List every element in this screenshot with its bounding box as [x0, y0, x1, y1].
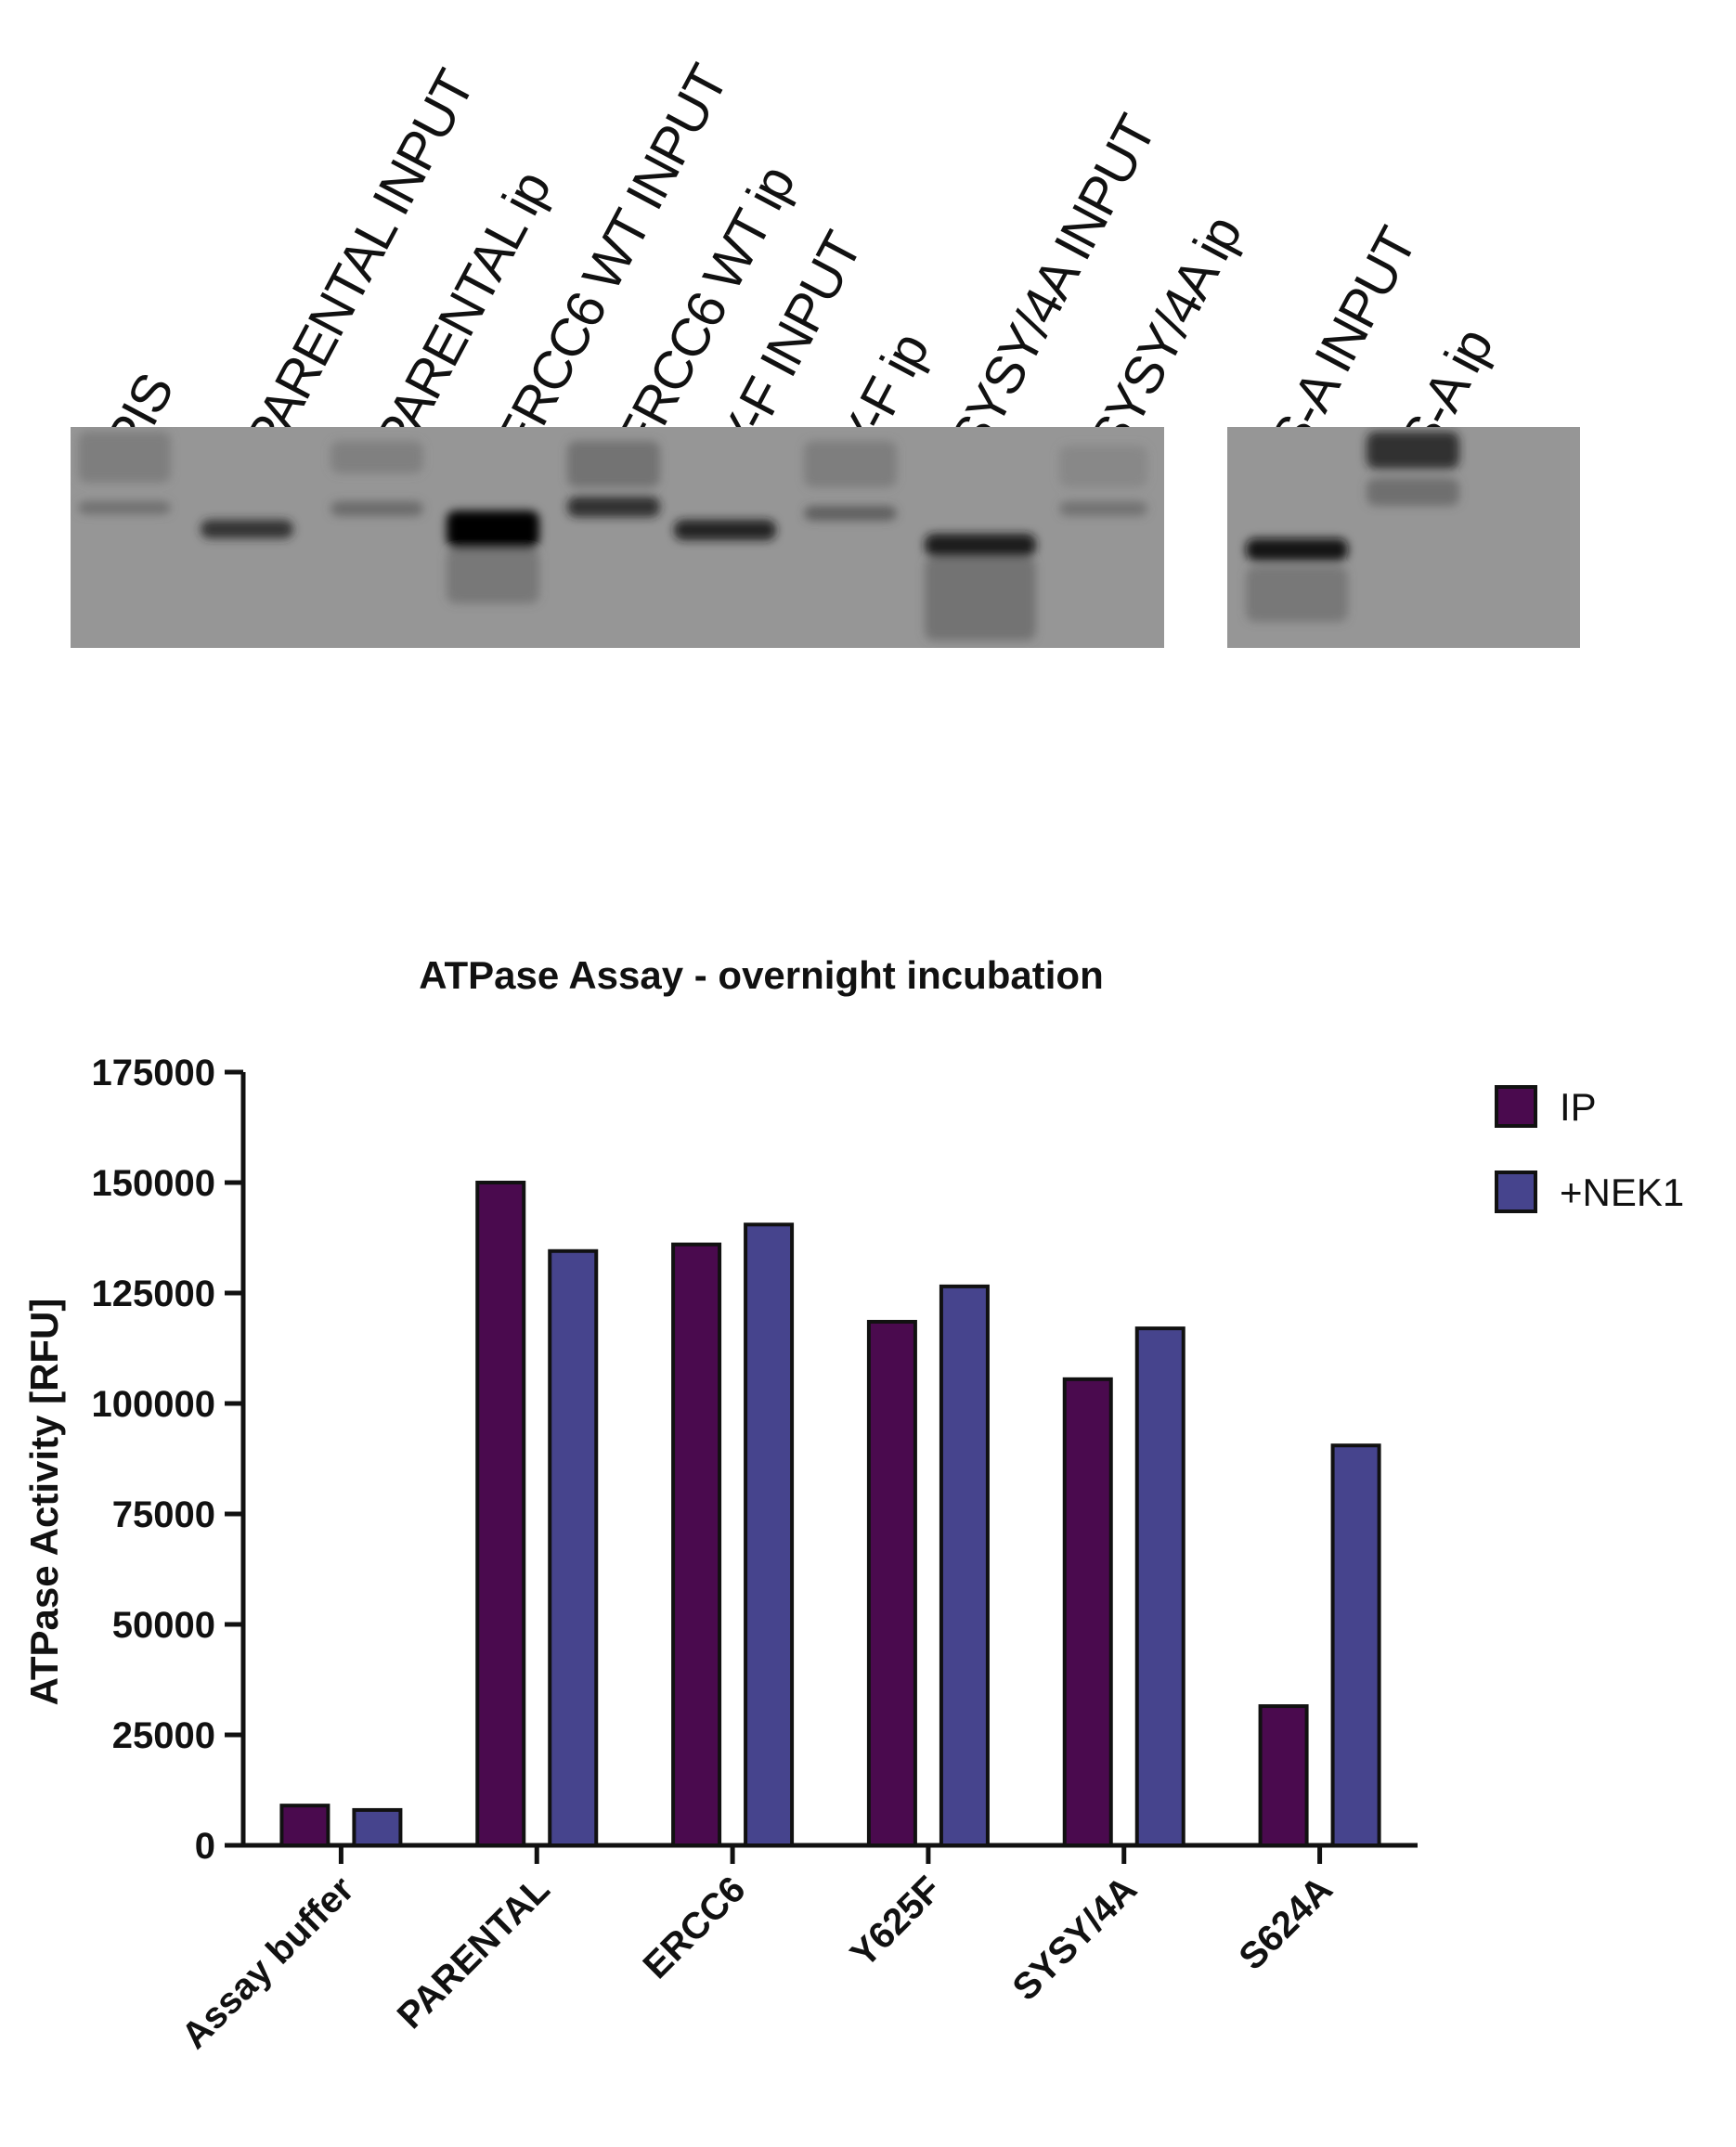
x-tick-label: ERCC6	[635, 1869, 753, 1986]
bar-ip	[1062, 1377, 1113, 1847]
x-tick-label: S624A	[1231, 1869, 1341, 1978]
gel-band	[78, 501, 171, 514]
x-tick-label: Assay buffer	[174, 1869, 361, 2056]
bar-nek1	[548, 1248, 599, 1847]
y-tick-label: 125000	[92, 1274, 215, 1314]
gel-band	[1059, 501, 1147, 516]
y-tick-label: 0	[195, 1826, 215, 1867]
legend-swatch	[1495, 1171, 1537, 1213]
gel-band	[925, 534, 1036, 556]
gel-band	[201, 520, 293, 538]
legend-label: +NEK1	[1560, 1171, 1684, 1214]
x-tick-label: PARENTAL	[390, 1869, 558, 2037]
gel-band	[674, 520, 776, 540]
y-tick-label: 75000	[112, 1494, 215, 1535]
bar-ip	[1258, 1704, 1309, 1847]
y-axis: 0 25000 50000 75000 100000 125000 150000 175000	[92, 1053, 246, 1867]
y-tick-label: 150000	[92, 1163, 215, 1204]
bar-nek1	[939, 1284, 990, 1847]
legend: IP +NEK1	[1495, 1085, 1684, 1214]
x-tick-label: SYSY/4A	[1005, 1869, 1146, 2009]
chart-title: ATPase Assay - overnight incubation	[419, 953, 1103, 997]
y-tick-label: 50000	[112, 1605, 215, 1646]
x-axis: Assay buffer PARENTAL ERCC6 Y625F SYSY/4A S62…	[174, 1843, 1418, 2057]
y-axis-label: ATPase Activity [RFU]	[22, 1299, 66, 1706]
gel-band	[804, 506, 897, 521]
gel-band	[447, 511, 539, 548]
legend-swatch	[1495, 1085, 1537, 1128]
legend-label: IP	[1560, 1085, 1597, 1129]
bars	[279, 1181, 1381, 1848]
gel-band	[1059, 446, 1147, 487]
bar-ip	[475, 1181, 526, 1847]
x-tick-label: Y625F	[843, 1869, 949, 1974]
y-tick-label: 100000	[92, 1384, 215, 1425]
gel-band	[804, 441, 897, 487]
gel-band	[925, 557, 1036, 640]
gel-band	[1246, 538, 1348, 561]
gel-band	[330, 441, 423, 473]
gel-band	[567, 441, 660, 487]
blot-gel-left-image	[71, 427, 1164, 648]
bar-nek1	[352, 1807, 403, 1847]
bar-ip	[279, 1804, 330, 1847]
gel-band	[78, 432, 171, 483]
bar-nek1	[744, 1222, 795, 1848]
bar-nek1	[1134, 1326, 1185, 1847]
blot-gel-right	[1227, 427, 1580, 648]
gel-band	[1367, 478, 1459, 506]
y-tick-label: 175000	[92, 1053, 215, 1093]
atpase-bar-chart: ATPase Assay - overnight incubation ATPa…	[22, 953, 1684, 2057]
gel-band	[1367, 432, 1459, 469]
bar-ip	[866, 1319, 917, 1847]
gel-band	[567, 497, 660, 517]
gel-band	[1246, 566, 1348, 622]
y-tick-label: 25000	[112, 1715, 215, 1756]
blot-gel-right-image	[1227, 427, 1580, 648]
blot-gel-left	[71, 427, 1164, 648]
bar-ip	[671, 1242, 722, 1847]
gel-band	[330, 501, 423, 516]
bar-nek1	[1330, 1443, 1381, 1847]
gel-band	[447, 548, 539, 603]
